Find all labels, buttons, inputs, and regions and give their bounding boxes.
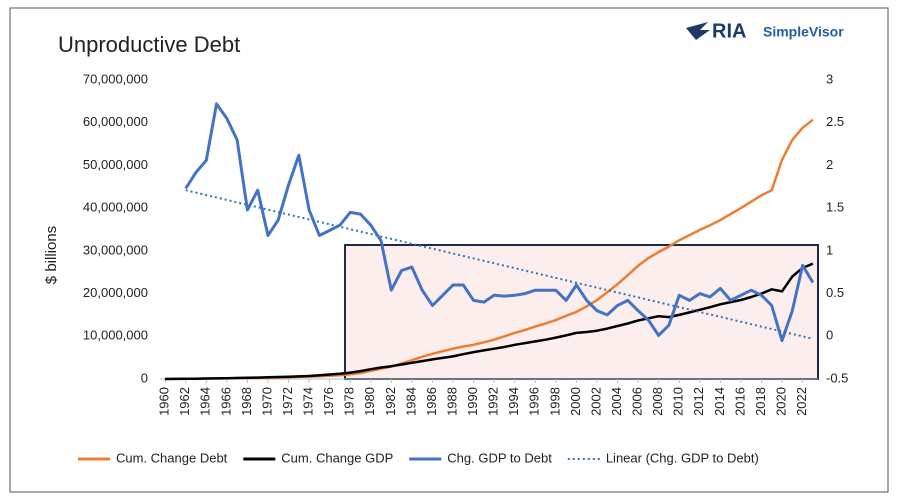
legend-label: Linear (Chg. GDP to Debt): [606, 450, 759, 465]
logo-mark: RIA: [712, 20, 746, 42]
legend-label: Cum. Change Debt: [116, 450, 228, 465]
x-tick-label: 2012: [691, 387, 706, 416]
series-line: [165, 262, 814, 381]
y2-tick-label: 2: [826, 157, 833, 172]
y-axis-label: $ billions: [43, 226, 60, 284]
legend-label: Cum. Change GDP: [281, 450, 393, 465]
logo-name: SimpleVisor: [763, 24, 844, 40]
y-tick-label: 30,000,000: [83, 242, 148, 257]
x-tick-label: 1980: [362, 387, 377, 416]
x-tick-label: 2010: [671, 387, 686, 416]
x-tick-label: 1968: [239, 387, 254, 416]
series-line: [184, 102, 815, 343]
x-tick-label: 2002: [588, 387, 603, 416]
y-tick-label: 40,000,000: [83, 200, 148, 215]
y-tick-label: 10,000,000: [83, 328, 148, 343]
x-tick-label: 1976: [321, 387, 336, 416]
x-tick-label: 1962: [177, 387, 192, 416]
x-tick-label: 2014: [712, 387, 727, 416]
x-tick-label: 2006: [630, 387, 645, 416]
y2-tick-label: 3: [826, 71, 833, 86]
frame: [9, 7, 889, 493]
x-tick-label: 1972: [280, 387, 295, 416]
x-tick-label: 2018: [753, 387, 768, 416]
x-tick-label: 1982: [383, 387, 398, 416]
x-tick-label: 1988: [444, 387, 459, 416]
x-tick-label: 2022: [794, 387, 809, 416]
y2-tick-label: 0.5: [826, 285, 844, 300]
y-tick-label: 50,000,000: [83, 157, 148, 172]
x-tick-label: 1996: [527, 387, 542, 416]
legend-label: Chg. GDP to Debt: [447, 450, 552, 465]
x-tick-label: 1966: [218, 387, 233, 416]
y-tick-label: 0: [141, 370, 148, 385]
chart-title: Unproductive Debt: [58, 32, 240, 57]
x-tick-label: 2008: [650, 387, 665, 416]
logo-icon: [686, 22, 710, 40]
y2-tick-label: 0: [826, 328, 833, 343]
x-tick-label: 2004: [609, 387, 624, 416]
x-tick-label: 1998: [547, 387, 562, 416]
x-tick-label: 1986: [424, 387, 439, 416]
x-tick-label: 2020: [773, 387, 788, 416]
x-tick-label: 2016: [732, 387, 747, 416]
x-tick-label: 1964: [198, 387, 213, 416]
x-tick-label: 1960: [157, 387, 172, 416]
y2-tick-label: -0.5: [826, 370, 848, 385]
x-tick-label: 1990: [465, 387, 480, 416]
x-tick-label: 1984: [403, 387, 418, 416]
x-tick-label: 1974: [301, 387, 316, 416]
y2-tick-label: 2.5: [826, 114, 844, 129]
y-tick-label: 70,000,000: [83, 71, 148, 86]
y-tick-label: 60,000,000: [83, 114, 148, 129]
x-tick-label: 1978: [342, 387, 357, 416]
y2-tick-label: 1.5: [826, 200, 844, 215]
y-tick-label: 20,000,000: [83, 285, 148, 300]
x-tick-label: 1994: [506, 387, 521, 416]
x-tick-label: 1992: [486, 387, 501, 416]
x-tick-label: 1970: [259, 387, 274, 416]
y2-tick-label: 1: [826, 242, 833, 257]
x-tick-label: 2000: [568, 387, 583, 416]
